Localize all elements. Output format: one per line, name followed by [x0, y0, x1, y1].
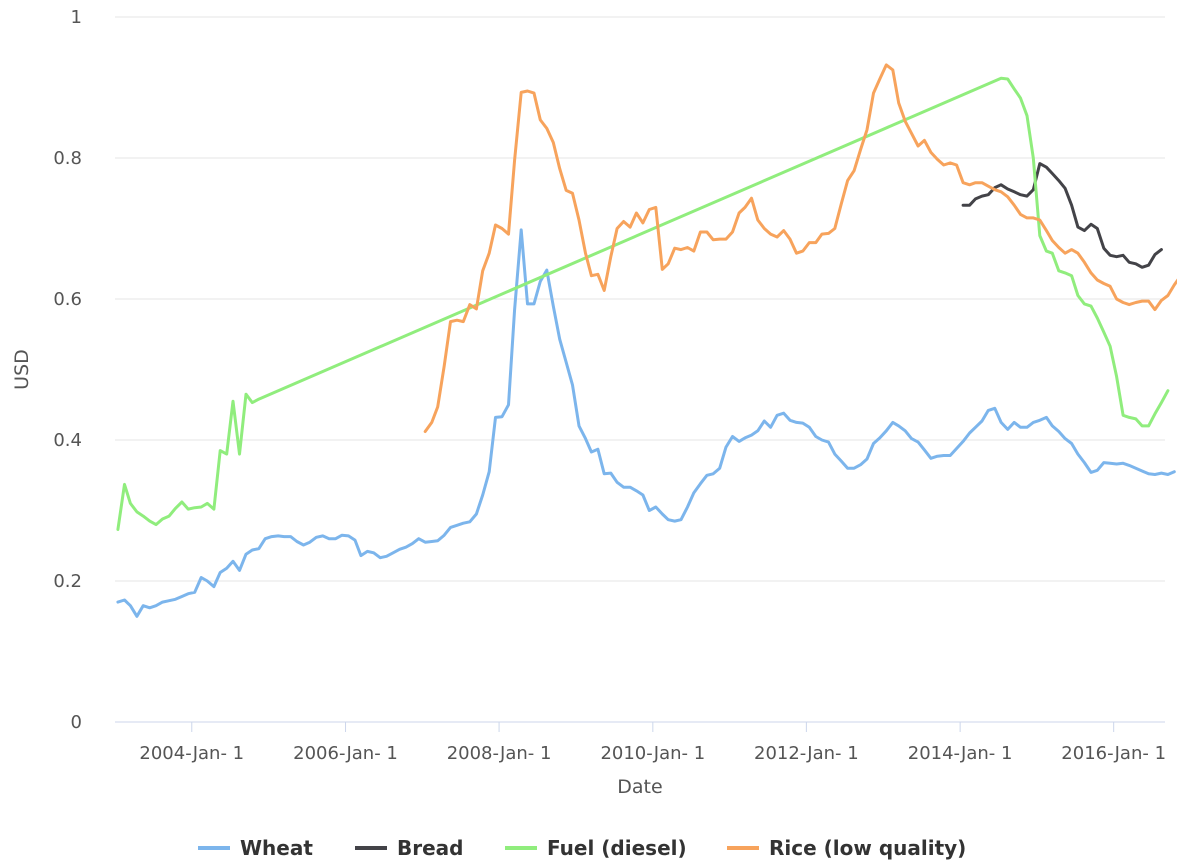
- legend-label: Fuel (diesel): [547, 836, 687, 860]
- x-axis: 2004-Jan- 1 2006-Jan- 1 2008-Jan- 1 2010-Ja…: [115, 721, 1166, 764]
- y-tick-label: 0.8: [53, 148, 82, 169]
- y-tick-label: 0.6: [53, 289, 82, 310]
- legend-label: Wheat: [240, 836, 313, 860]
- x-tick-label: 2004-Jan- 1: [139, 743, 244, 764]
- legend-label: Rice (low quality): [769, 836, 966, 860]
- legend-item-rice-low-quality[interactable]: Rice (low quality): [727, 836, 966, 860]
- x-axis-title: Date: [617, 776, 662, 798]
- series-line-rice-low-quality: [423, 63, 1177, 433]
- y-axis: 0 0.2 0.4 0.6 0.8 1: [53, 7, 82, 733]
- series-line-bread: [961, 162, 1163, 269]
- x-tick-label: 2014-Jan- 1: [908, 743, 1013, 764]
- series-line-wheat: [116, 228, 1176, 618]
- y-axis-title: USD: [11, 349, 33, 390]
- legend-item-fuel-diesel[interactable]: Fuel (diesel): [505, 836, 687, 860]
- gridlines: [115, 16, 1165, 582]
- legend-item-bread[interactable]: Bread: [355, 836, 463, 860]
- legend-item-wheat[interactable]: Wheat: [198, 836, 313, 860]
- series-lines: [116, 63, 1177, 618]
- x-tick-label: 2012-Jan- 1: [754, 743, 859, 764]
- series-line-fuel-diesel: [116, 76, 1170, 531]
- legend-label: Bread: [397, 836, 463, 860]
- y-tick-label: 1: [71, 7, 82, 28]
- y-tick-label: 0: [71, 712, 82, 733]
- x-tick-label: 2008-Jan- 1: [447, 743, 552, 764]
- y-tick-label: 0.4: [53, 430, 82, 451]
- x-tick-label: 2016-Jan- 1: [1061, 743, 1166, 764]
- x-tick-label: 2010-Jan- 1: [600, 743, 705, 764]
- x-tick-label: 2006-Jan- 1: [293, 743, 398, 764]
- legend: Wheat Bread Fuel (diesel) Rice (low quality…: [198, 836, 966, 860]
- y-tick-label: 0.2: [53, 571, 82, 592]
